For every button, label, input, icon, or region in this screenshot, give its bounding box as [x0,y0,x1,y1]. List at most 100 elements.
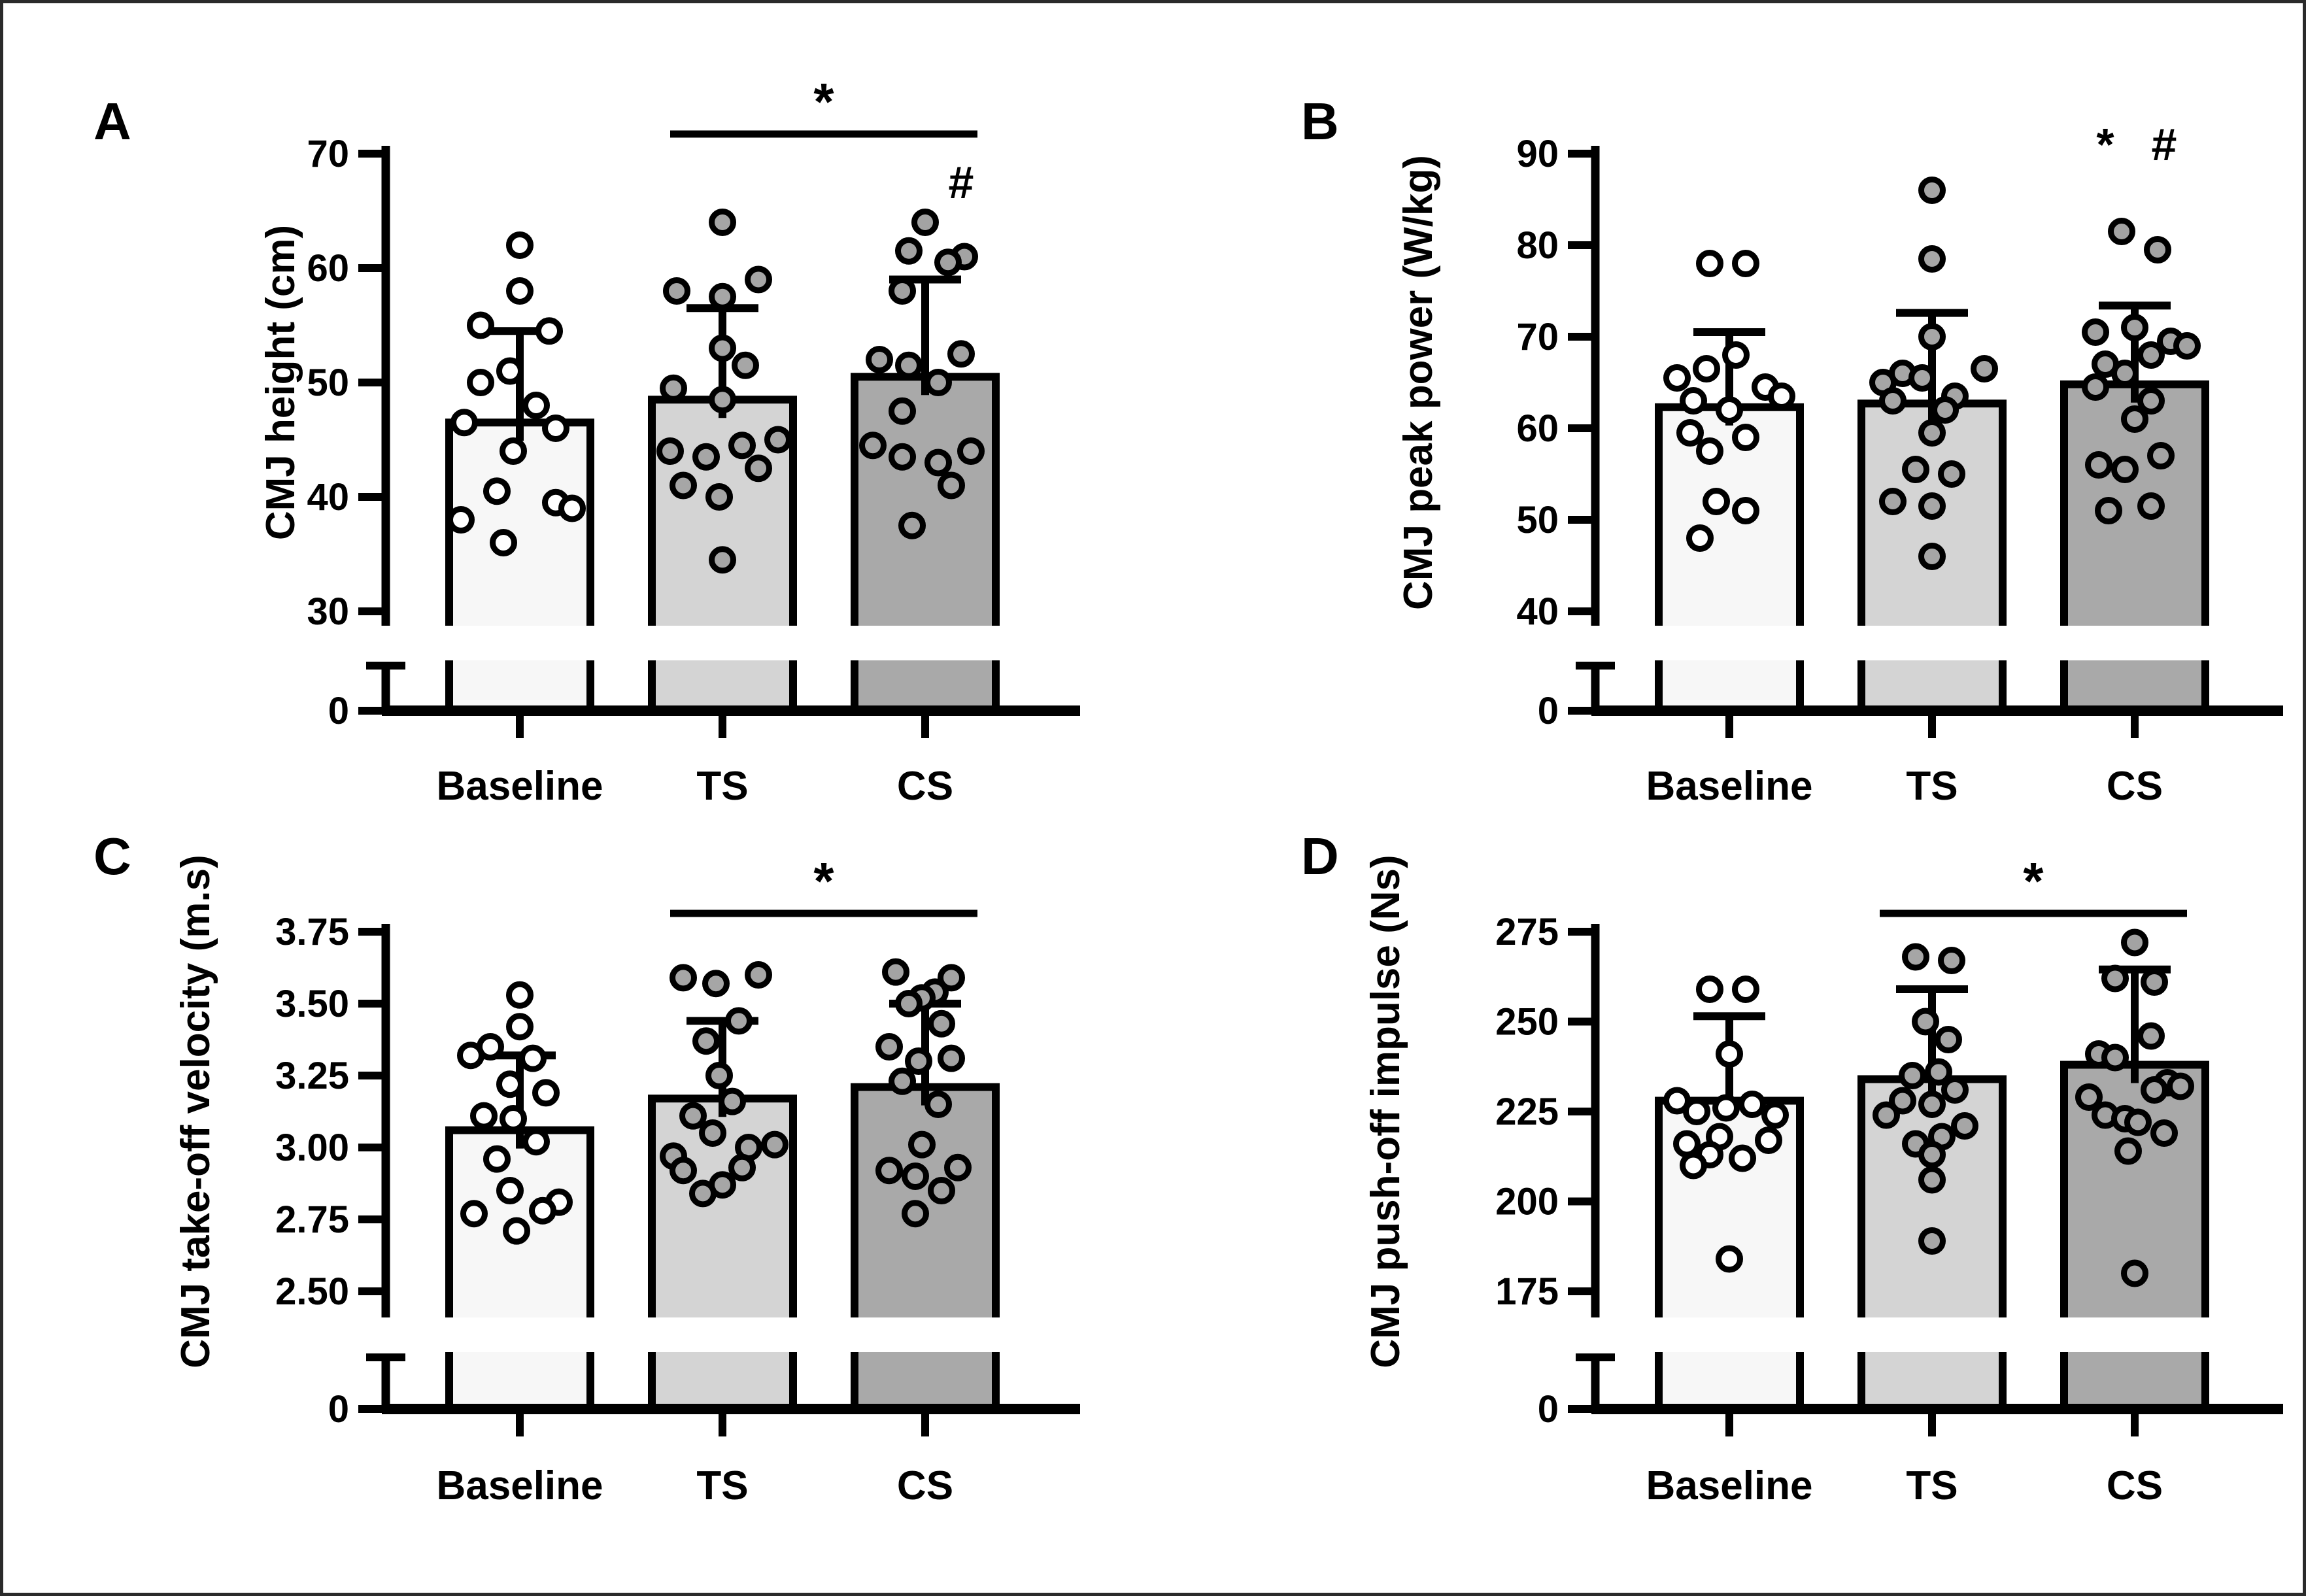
y-zero-label: 0 [1538,1388,1559,1431]
bar-A-CS [851,373,1000,636]
data-point-B-CS [2173,332,2201,360]
panel-letter: C [93,827,131,885]
x-category-label: Baseline [436,764,603,809]
data-point-B-Baseline [1696,437,1723,465]
data-point-D-TS [1918,1141,1946,1168]
data-point-B-Baseline [1680,387,1707,415]
data-point-C-TS [689,1180,717,1208]
data-point-B-TS [1879,387,1907,415]
data-point-D-CS [2137,1022,2165,1050]
data-point-D-TS [1918,1166,1946,1194]
data-point-C-TS [699,1119,726,1147]
data-point-A-Baseline [542,415,569,442]
panel-letter: D [1301,827,1339,885]
y-tick-label: 90 [1516,133,1559,175]
data-point-D-TS [1918,1227,1946,1255]
data-point-A-Baseline [467,311,494,339]
bar-stub-D-TS [1857,1342,2007,1413]
data-point-A-Baseline [467,369,494,396]
y-tick-label: 200 [1495,1181,1559,1223]
data-point-D-Baseline [1738,1091,1766,1118]
data-point-D-CS [2124,1108,2152,1136]
data-point-A-CS [859,432,887,460]
bar-stub-A-TS [648,650,797,715]
x-category-label: TS [1906,1463,1958,1508]
y-tick-label: 60 [307,247,349,290]
y-tick-label: 70 [307,133,349,175]
data-point-B-TS [1879,488,1907,515]
data-point-C-Baseline [506,981,534,1009]
data-point-D-TS [1925,1058,1952,1086]
axis-break-band [391,626,1080,660]
x-category-label: Baseline [436,1463,603,1508]
x-category-label: CS [897,764,953,809]
bar-stub-D-CS [2060,1342,2209,1413]
data-point-C-Baseline [532,1079,560,1107]
y-tick-label: 2.50 [275,1270,349,1313]
data-point-B-Baseline [1693,355,1720,382]
data-point-D-CS [2150,1119,2178,1147]
data-point-C-CS [895,990,923,1017]
data-point-C-Baseline [529,1197,556,1225]
data-point-A-CS [866,346,893,373]
data-point-C-CS [905,1047,932,1075]
data-point-B-Baseline [1732,250,1759,277]
data-point-A-CS [938,471,965,500]
data-point-A-CS [924,369,952,396]
data-point-B-CS [2121,314,2148,341]
data-point-D-TS [1918,1091,1946,1118]
data-point-A-Baseline [535,317,563,345]
y-tick-label: 175 [1495,1270,1559,1313]
data-point-A-CS [895,351,923,379]
data-point-C-CS [908,1130,936,1159]
data-point-A-CS [889,443,916,471]
data-point-A-Baseline [506,277,534,305]
data-point-A-CS [889,397,916,425]
y-tick-label: 40 [1516,590,1559,633]
data-point-D-TS [1938,947,1965,974]
data-point-C-Baseline [496,1070,524,1098]
bar-stub-A-CS [851,650,1000,715]
data-point-D-Baseline [1712,1094,1740,1122]
bar-stub-C-TS [648,1342,797,1413]
data-point-D-TS [1935,1026,1962,1053]
data-point-B-CS [2082,373,2109,401]
data-point-D-Baseline [1716,1245,1743,1273]
x-category-label: CS [2107,764,2163,809]
data-point-C-CS [889,1067,916,1095]
significance-star: * [813,73,834,131]
data-point-D-Baseline [1716,1040,1743,1068]
y-tick-label: 70 [1516,316,1559,358]
data-point-B-Baseline [1663,364,1691,392]
data-point-C-TS [670,1157,697,1185]
data-point-C-Baseline [457,1042,484,1070]
data-point-A-TS [745,454,772,483]
data-point-A-TS [670,471,697,500]
y-tick-label: 3.00 [275,1127,349,1169]
data-point-B-Baseline [1676,419,1704,447]
x-category-label: Baseline [1646,764,1812,809]
bar-stub-B-CS [2060,650,2209,715]
data-point-B-CS [2137,492,2165,520]
data-point-B-CS [2121,405,2148,433]
data-point-C-CS [902,1163,929,1190]
data-point-C-CS [928,1010,955,1038]
data-point-B-Baseline [1732,424,1759,451]
data-point-C-TS [725,1007,753,1035]
data-point-B-Baseline [1686,524,1714,552]
data-point-C-CS [875,1033,903,1061]
data-point-D-CS [2141,1076,2168,1104]
panel-letter: A [93,92,131,150]
data-point-D-CS [2167,1072,2194,1100]
data-point-B-Baseline [1703,488,1730,515]
data-point-A-TS [732,351,759,379]
data-point-A-CS [957,437,985,465]
data-point-C-Baseline [522,1128,550,1156]
y-axis-title: CMJ height (cm) [258,225,303,540]
y-tick-label: 3.25 [275,1055,349,1097]
y-tick-label: 3.50 [275,983,349,1025]
bar-stub-A-Baseline [445,650,594,715]
x-category-label: TS [696,764,748,809]
data-point-D-CS [2101,964,2129,993]
